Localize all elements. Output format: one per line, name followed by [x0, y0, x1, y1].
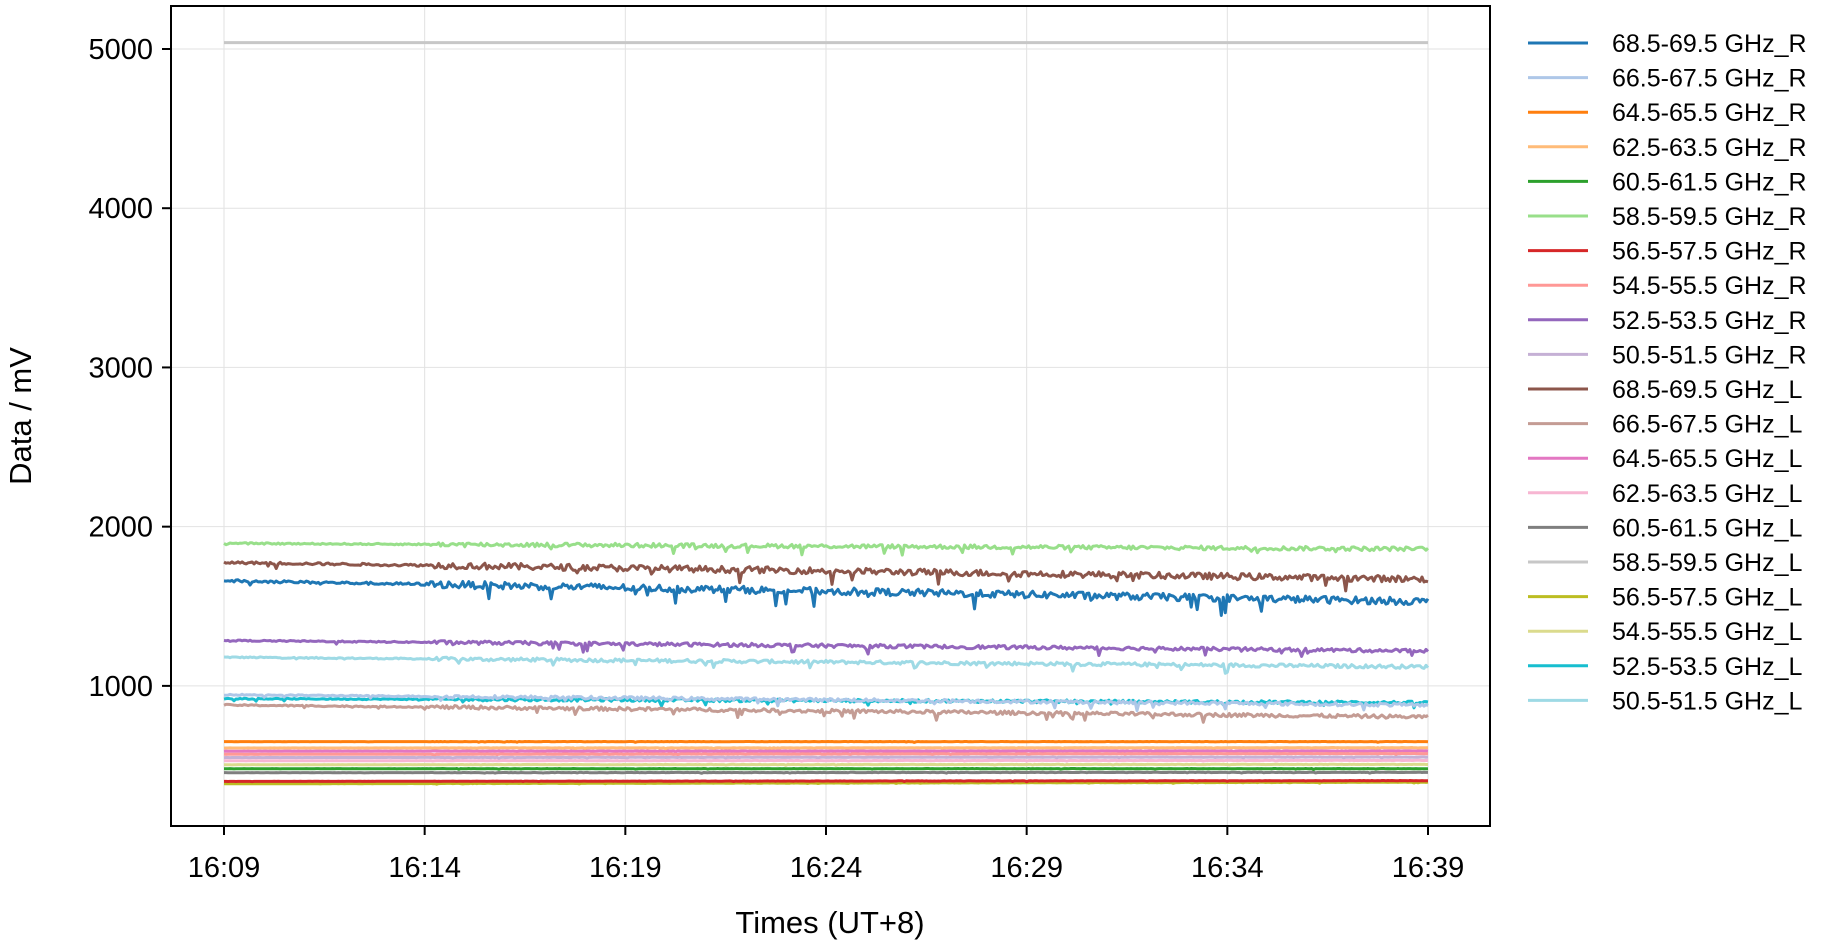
y-tick-label: 4000	[88, 193, 153, 225]
series-line	[224, 762, 1428, 767]
y-tick-label: 3000	[88, 352, 153, 384]
x-tick-label: 16:34	[1191, 852, 1264, 884]
legend-label: 56.5-57.5 GHz_L	[1612, 584, 1802, 612]
legend-label: 60.5-61.5 GHz_L	[1612, 514, 1802, 542]
legend-label: 54.5-55.5 GHz_R	[1612, 272, 1807, 300]
x-axis-ticks: 16:09 16:14 16:19 16:24 16:29 16:34 16:39	[188, 826, 1465, 884]
series-line	[223, 638, 1430, 658]
legend-label: 56.5-57.5 GHz_R	[1612, 238, 1807, 266]
y-tick-label: 5000	[88, 34, 153, 66]
legend-label: 64.5-65.5 GHz_L	[1612, 445, 1802, 473]
legend-label: 52.5-53.5 GHz_R	[1612, 307, 1807, 335]
x-tick-label: 16:29	[990, 852, 1063, 884]
series-line	[223, 560, 1429, 593]
legend-label: 66.5-67.5 GHz_L	[1612, 411, 1802, 439]
y-axis-label: Data / mV	[3, 347, 38, 485]
series-line	[224, 746, 1429, 751]
series-line	[223, 541, 1430, 557]
series-line	[224, 740, 1429, 744]
legend-label: 50.5-51.5 GHz_R	[1612, 341, 1807, 369]
x-tick-label: 16:19	[589, 852, 662, 884]
series-line	[223, 755, 1429, 760]
x-tick-label: 16:24	[790, 852, 863, 884]
legend-label: 52.5-53.5 GHz_L	[1612, 653, 1802, 681]
legend-label: 58.5-59.5 GHz_L	[1612, 549, 1802, 577]
series-line	[223, 655, 1430, 675]
legend-label: 58.5-59.5 GHz_R	[1612, 203, 1807, 231]
series-line	[224, 692, 1429, 713]
series-lines	[223, 41, 1430, 786]
plot-frame	[170, 5, 1491, 827]
series-line	[224, 758, 1429, 763]
legend-label: 50.5-51.5 GHz_L	[1612, 687, 1802, 715]
grid	[171, 6, 1490, 826]
legend-label: 54.5-55.5 GHz_L	[1612, 618, 1802, 646]
x-axis-label: Times (UT+8)	[735, 905, 924, 940]
legend-label: 60.5-61.5 GHz_R	[1612, 168, 1807, 196]
series-line	[224, 779, 1428, 784]
legend-label: 64.5-65.5 GHz_R	[1612, 99, 1807, 127]
series-line	[224, 767, 1429, 771]
y-tick-label: 2000	[88, 512, 153, 544]
series-line	[223, 702, 1429, 724]
series-line	[223, 749, 1429, 754]
series-line	[224, 770, 1428, 775]
series-line	[223, 578, 1430, 617]
x-tick-label: 16:14	[388, 852, 461, 884]
legend-label: 68.5-69.5 GHz_R	[1612, 30, 1807, 58]
x-tick-label: 16:09	[188, 852, 261, 884]
y-tick-label: 1000	[88, 671, 153, 703]
series-line	[223, 751, 1429, 757]
x-tick-label: 16:39	[1392, 852, 1465, 884]
legend: 68.5-69.5 GHz_R 66.5-67.5 GHz_R 64.5-65.5 …	[1528, 30, 1807, 715]
legend-label: 66.5-67.5 GHz_R	[1612, 65, 1807, 93]
legend-label: 68.5-69.5 GHz_L	[1612, 376, 1802, 404]
legend-label: 62.5-63.5 GHz_R	[1612, 134, 1807, 162]
y-axis-ticks: 1000 2000 3000 4000 5000	[88, 34, 171, 703]
legend-label: 62.5-63.5 GHz_L	[1612, 480, 1802, 508]
